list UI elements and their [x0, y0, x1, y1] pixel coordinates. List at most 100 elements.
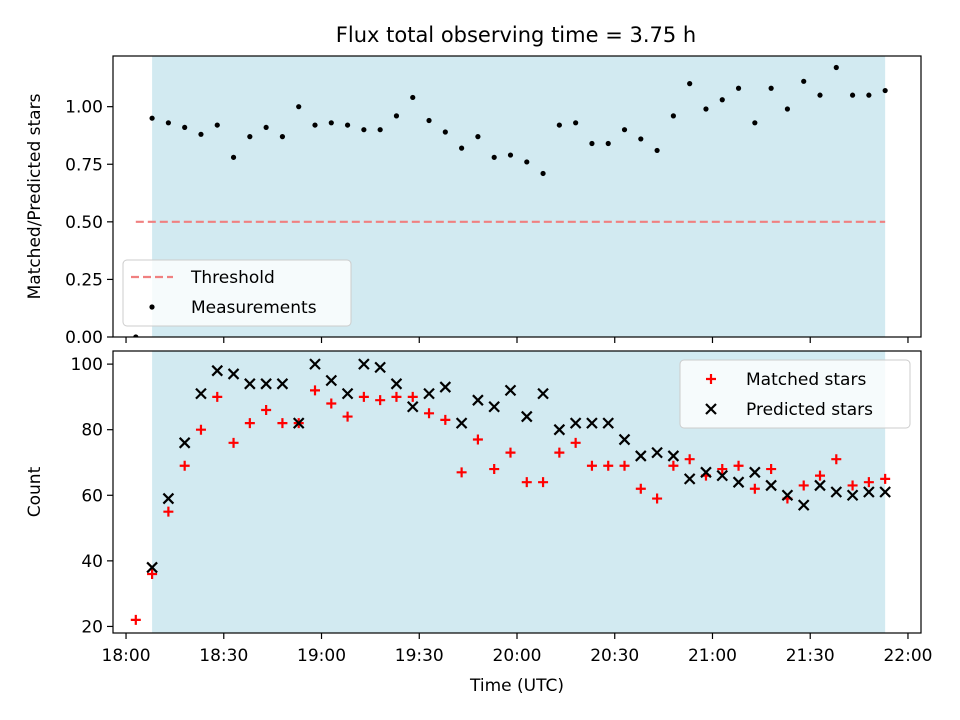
- y-tick-label: 60: [81, 486, 103, 506]
- matched-star-point: [179, 460, 190, 471]
- measurement-point: [133, 334, 139, 337]
- predicted-star-point: [309, 358, 321, 370]
- predicted-star-point: [162, 492, 175, 505]
- data-layer: [133, 64, 888, 337]
- measurement-point: [882, 87, 888, 94]
- predicted-star-point: [814, 479, 826, 492]
- y-tick-label: 0.50: [65, 213, 103, 233]
- predicted-star-point: [195, 387, 207, 400]
- measurement-point: [524, 159, 530, 165]
- measurement-point: [182, 124, 188, 131]
- measurement-point: [638, 136, 644, 142]
- y-axis-label: Count: [25, 466, 45, 517]
- predicted-star-point: [781, 489, 794, 502]
- predicted-star-point: [520, 410, 533, 423]
- predicted-star-point: [488, 400, 500, 413]
- legend-box: [122, 259, 352, 327]
- matched-star-point: [244, 418, 255, 429]
- predicted-star-point: [146, 561, 158, 574]
- data-layer: [130, 358, 891, 625]
- measurement-point: [540, 170, 546, 177]
- measurement-point: [719, 97, 725, 103]
- legend: Threshold Measurements: [122, 259, 352, 327]
- measurement-point: [426, 117, 432, 124]
- measurement-point: [866, 92, 872, 98]
- x-tick-label: 20:30: [590, 646, 639, 666]
- matched-star-point: [358, 391, 369, 402]
- matched-star-point: [635, 483, 646, 494]
- matched-star-point: [586, 460, 597, 471]
- legend-measurement-label: Measurements: [191, 298, 317, 318]
- measurement-point: [621, 127, 628, 133]
- matched-star-point: [391, 391, 402, 402]
- predicted-star-point: [797, 499, 810, 511]
- matched-star-point: [521, 477, 532, 488]
- y-tick-label: 0.75: [65, 155, 103, 175]
- x-tick-label: 19:00: [297, 646, 346, 666]
- measurement-point: [214, 122, 220, 128]
- predicted-star-point: [211, 364, 224, 377]
- top-panel: 0.00 0.25 0.50 0.75 1.00 Matched/Predicted st…: [25, 55, 922, 348]
- x-tick-label: 18:30: [199, 646, 248, 666]
- predicted-star-point: [569, 417, 582, 429]
- legend-matched-label: Matched stars: [746, 370, 866, 390]
- matched-star-point: [489, 464, 500, 475]
- measurement-point: [263, 124, 269, 131]
- predicted-star-point: [276, 378, 289, 390]
- measurement-point: [687, 81, 693, 87]
- measurement-point: [817, 92, 823, 98]
- x-axis-label: Time (UTC): [469, 676, 564, 696]
- x-tick-label: 21:00: [688, 646, 737, 666]
- measurement-point: [703, 106, 709, 112]
- y-tick-label: 80: [81, 421, 103, 441]
- measurement-point: [198, 131, 204, 137]
- matched-star-point: [375, 395, 386, 406]
- matched-star-point: [538, 477, 549, 488]
- bottom-panel: 20 40 60 80 100 18:00 18:30 19:00 19:30 20:00 20:3…: [25, 350, 932, 696]
- measurement-point: [507, 152, 514, 158]
- matched-star-point: [684, 454, 695, 465]
- legend-predicted-label: Predicted stars: [746, 400, 873, 420]
- legend-measurement-swatch: [149, 304, 155, 310]
- y-tick-label: 0.00: [65, 328, 103, 348]
- matched-star-point: [815, 470, 825, 481]
- x-tick-label: 21:30: [786, 646, 835, 666]
- predicted-star-point: [586, 417, 598, 429]
- x-tick-label: 19:30: [395, 646, 444, 666]
- measurement-point: [149, 115, 155, 121]
- legend-predicted-swatch: [705, 403, 717, 415]
- chart-title: Flux total observing time = 3.75 h: [336, 23, 696, 47]
- predicted-star-point: [732, 476, 745, 488]
- predicted-star-point: [423, 387, 435, 400]
- measurement-point: [833, 64, 839, 71]
- matched-star-point: [472, 434, 483, 445]
- matched-star-point: [798, 480, 809, 491]
- predicted-star-point: [749, 466, 761, 479]
- matched-star-point: [570, 437, 581, 448]
- y-tick-label: 20: [81, 617, 103, 637]
- measurement-point: [410, 94, 416, 101]
- matched-star-point: [163, 506, 174, 517]
- predicted-star-point: [700, 466, 712, 479]
- measurement-point: [230, 154, 237, 160]
- measurement-point: [801, 78, 807, 84]
- matched-star-point: [717, 464, 728, 475]
- y-tick-label: 1.00: [65, 98, 103, 118]
- matched-star-point: [505, 447, 516, 458]
- measurement-point: [735, 85, 742, 91]
- matched-star-point: [195, 424, 206, 435]
- predicted-star-point: [716, 469, 729, 482]
- matched-star-point: [130, 614, 141, 625]
- predicted-star-point: [455, 417, 468, 429]
- predicted-star-point: [227, 368, 240, 380]
- measurement-point: [165, 120, 171, 126]
- matched-star-point: [603, 460, 614, 471]
- matched-star-point: [847, 480, 858, 491]
- predicted-star-point: [537, 387, 549, 400]
- predicted-star-point: [406, 400, 419, 413]
- legend: Matched stars Predicted stars: [679, 359, 911, 429]
- matched-star-point: [619, 460, 630, 471]
- predicted-star-point: [651, 446, 663, 459]
- matched-star-point: [831, 454, 842, 465]
- y-axis-label: Matched/Predicted stars: [25, 93, 45, 299]
